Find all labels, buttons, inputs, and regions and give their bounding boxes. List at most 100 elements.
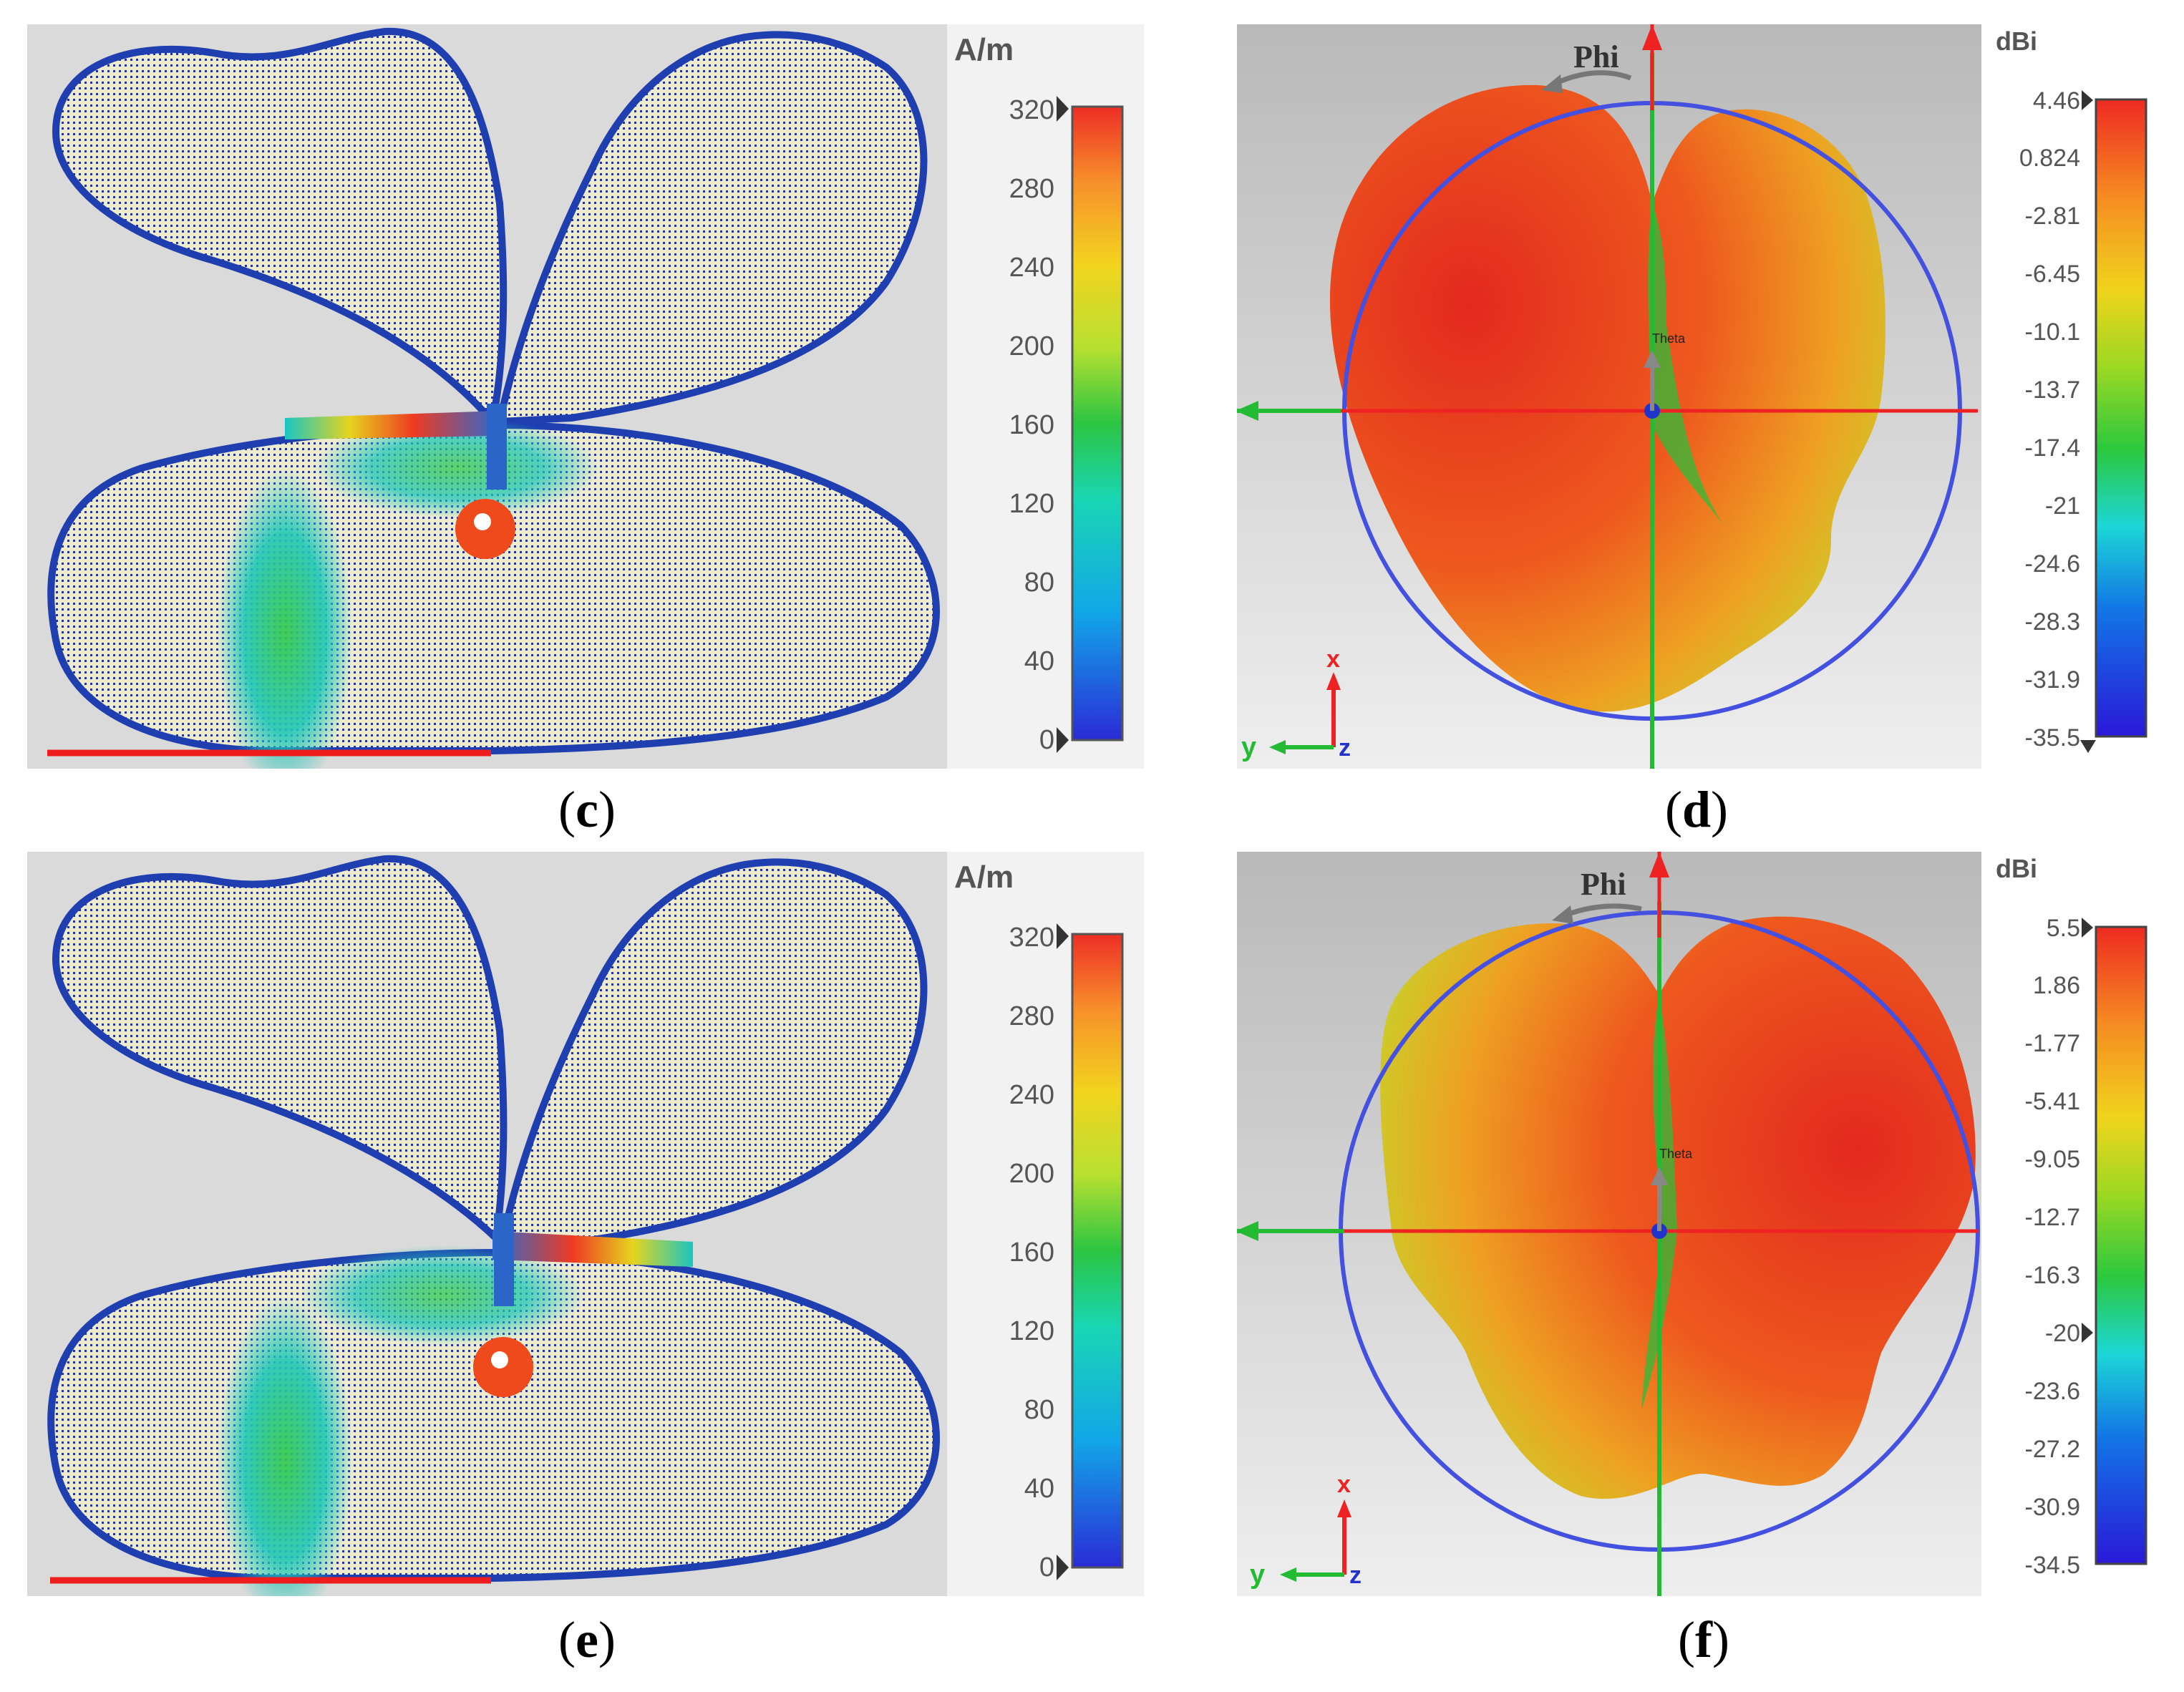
tick-label: -21 — [2045, 492, 2080, 520]
tick-label: -1.77 — [2025, 1030, 2081, 1057]
current-band-horizontal — [492, 1231, 693, 1267]
panel-label-c: (c) — [558, 781, 616, 838]
theta-label: Theta — [1659, 1147, 1693, 1161]
triad-y-arrowhead-icon — [1269, 740, 1286, 754]
pattern-null-region — [1641, 995, 1677, 1410]
tick-label: -20 — [2045, 1320, 2080, 1347]
tick-label: 0.824 — [2019, 145, 2080, 172]
tick-label: 0 — [1039, 725, 1054, 755]
min-marker-icon — [1057, 727, 1069, 753]
tick-label: 80 — [1024, 568, 1054, 598]
tick-label: 40 — [1024, 646, 1054, 676]
triad-y-label: y — [1241, 732, 1256, 762]
triad-x-arrowhead-icon — [1337, 1499, 1351, 1517]
axis-triad: x y z — [1250, 1471, 1362, 1590]
min-marker-icon — [1057, 1555, 1069, 1580]
tick-label: -5.41 — [2025, 1088, 2081, 1115]
tick-label: 240 — [1009, 1080, 1054, 1110]
tick-label: -24.6 — [2025, 550, 2081, 578]
panel-label-e: (e) — [558, 1611, 616, 1668]
tick-label: -2.81 — [2025, 203, 2081, 230]
triad-x-arrowhead-icon — [1326, 672, 1341, 690]
feed-stem — [487, 404, 507, 490]
colorbar-ticks: 320 280 240 200 160 120 80 40 0 — [1009, 923, 1054, 1582]
tick-label: 40 — [1024, 1474, 1054, 1504]
current-band-horizontal — [285, 411, 500, 439]
x-axis-arrowhead-icon — [1649, 852, 1669, 877]
tick-label: -28.3 — [2025, 608, 2081, 636]
colorbar-ticks: 5.5 1.86 -1.77 -5.41 -9.05 -12.7 -16.3 -… — [2025, 915, 2081, 1579]
pattern-null-region — [1648, 203, 1724, 525]
current-hotspot-vertical — [217, 468, 353, 769]
tick-label: -6.45 — [2025, 261, 2081, 288]
colorbar — [1071, 933, 1124, 1569]
feed-port-center — [491, 1351, 508, 1368]
panel-c: A/m 320 280 240 200 160 120 80 40 0 — [27, 24, 1144, 769]
tick-label: 160 — [1009, 410, 1054, 440]
colorbar — [1071, 105, 1124, 742]
phi-label: Phi — [1581, 867, 1626, 902]
tick-label: -12.7 — [2025, 1204, 2081, 1231]
feed-port-center — [474, 513, 491, 530]
tick-label: 5.5 — [2047, 915, 2080, 942]
x-axis-arrowhead-icon — [1642, 24, 1662, 50]
tick-label: 240 — [1009, 253, 1054, 283]
current-hotspot-vertical — [217, 1295, 353, 1596]
max-marker-icon — [2082, 918, 2093, 938]
tick-label: 200 — [1009, 331, 1054, 361]
tick-label: 280 — [1009, 1001, 1054, 1031]
axis-triad: x y z — [1241, 646, 1351, 762]
tick-label: 80 — [1024, 1395, 1054, 1425]
tick-label: 4.46 — [2033, 87, 2080, 115]
tick-label: 120 — [1009, 489, 1054, 519]
triad-z-label: z — [1349, 1562, 1362, 1589]
colorbar-ticks: 320 280 240 200 160 120 80 40 0 — [1009, 95, 1054, 755]
lobe-upper-left — [52, 27, 508, 430]
phi-label: Phi — [1573, 39, 1619, 74]
panel-d: Theta Phi x y z dBi 4.46 0.824 -2.81 -6.… — [1237, 24, 2160, 769]
max-marker-icon — [1057, 923, 1069, 949]
tick-label: -35.5 — [2025, 724, 2081, 752]
tick-label: -27.2 — [2025, 1436, 2081, 1463]
lobe-upper-right — [498, 858, 928, 1246]
y-axis-arrowhead-icon — [1237, 401, 1258, 421]
phi-arrowhead-icon — [1541, 74, 1563, 93]
radiation-pattern-surface — [1380, 916, 1976, 1499]
y-axis-arrowhead-icon — [1237, 1221, 1258, 1241]
theta-label: Theta — [1652, 331, 1686, 346]
panel-label-d: (d) — [1664, 781, 1728, 838]
theta-arrowhead-icon — [1644, 350, 1661, 368]
min-marker-icon — [2080, 740, 2096, 753]
tick-label: 1.86 — [2033, 972, 2080, 999]
panel-f: Theta Phi x y z dBi 5.5 1.86 -1.77 -5.41… — [1237, 852, 2160, 1596]
current-hotspot-center — [314, 418, 600, 518]
tick-label: -23.6 — [2025, 1378, 2081, 1405]
unit-label: dBi — [1996, 26, 2037, 56]
tick-label: 280 — [1009, 174, 1054, 204]
tick-label: -10.1 — [2025, 319, 2081, 346]
unit-label: A/m — [954, 860, 1014, 895]
tick-label: 200 — [1009, 1159, 1054, 1189]
max-marker-icon — [1057, 96, 1069, 122]
tick-label: 0 — [1039, 1552, 1054, 1582]
colorbar-ticks: 4.46 0.824 -2.81 -6.45 -10.1 -13.7 -17.4… — [2019, 87, 2080, 752]
tick-label: -16.3 — [2025, 1262, 2081, 1289]
tick-label: -13.7 — [2025, 376, 2081, 404]
lobe-upper-left — [52, 855, 508, 1246]
unit-label: dBi — [1996, 854, 2037, 883]
triad-x-label: x — [1326, 646, 1340, 673]
triad-x-label: x — [1337, 1471, 1351, 1498]
panel-label-f: (f) — [1678, 1611, 1729, 1668]
tick-label: 120 — [1009, 1316, 1054, 1346]
lobe-upper-right — [495, 31, 928, 426]
triad-z-label: z — [1339, 734, 1351, 762]
tick-label: 160 — [1009, 1238, 1054, 1268]
tick-label: 320 — [1009, 923, 1054, 953]
colorbar — [2095, 925, 2147, 1565]
feed-stem — [494, 1213, 514, 1306]
theta-arrowhead-icon — [1651, 1167, 1668, 1185]
tick-label: -34.5 — [2025, 1552, 2081, 1579]
phi-arrowhead-icon — [1552, 905, 1573, 924]
tick-label: 320 — [1009, 95, 1054, 125]
tick-label: -31.9 — [2025, 666, 2081, 694]
